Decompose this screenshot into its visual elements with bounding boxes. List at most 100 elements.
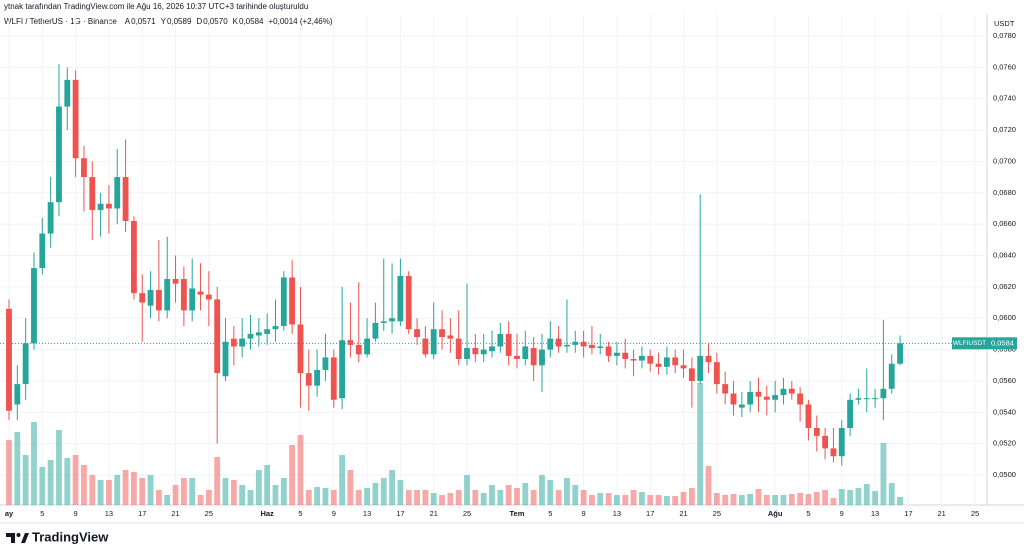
currency: USDT <box>994 19 1015 28</box>
volume-bar <box>64 458 71 505</box>
x-tick-label: 5 <box>548 509 552 518</box>
candle-body <box>106 203 112 209</box>
volume-bar <box>705 466 712 505</box>
candle-body <box>539 349 545 366</box>
candle-layer <box>6 64 903 466</box>
candle-body <box>755 391 762 397</box>
candle-body <box>405 275 412 330</box>
volume-bar <box>688 488 695 505</box>
candle-body <box>489 346 495 352</box>
candle-body <box>247 333 254 339</box>
volume-bar <box>414 490 420 505</box>
candle-body <box>297 324 304 374</box>
candle-body <box>330 357 337 400</box>
volume-bar <box>855 488 862 505</box>
candle-body <box>638 355 645 361</box>
x-tick-label: 13 <box>871 509 879 518</box>
volume-bar <box>580 490 587 505</box>
y-tick-label: 0,0780 <box>993 31 1016 40</box>
volume-bar <box>597 493 604 505</box>
volume-bar <box>56 430 62 505</box>
x-tick-label: 25 <box>463 509 471 518</box>
candle-body <box>197 291 204 295</box>
volume-bar <box>422 490 429 505</box>
volume-bar <box>530 490 537 505</box>
volume-bar <box>514 488 520 505</box>
volume-bar <box>197 495 204 505</box>
legend-value: 0,0570 <box>203 17 228 26</box>
volume-bar <box>797 493 804 505</box>
volume-bar <box>180 478 187 505</box>
y-tick-label: 0,0600 <box>993 313 1016 322</box>
x-tick-label: 5 <box>806 509 810 518</box>
candle-body <box>255 332 262 336</box>
candle-body <box>414 329 420 338</box>
y-tick-label: 0,0560 <box>993 376 1016 385</box>
candle-body <box>830 448 837 457</box>
candle-body <box>747 391 754 405</box>
volume-bar <box>22 455 29 505</box>
candle-body <box>705 355 712 363</box>
volume-bar <box>430 493 437 505</box>
candle-body <box>547 338 554 350</box>
candle-body <box>464 348 470 360</box>
volume-bar <box>97 480 104 505</box>
volume-bar <box>713 493 720 505</box>
volume-bar <box>214 457 221 505</box>
volume-bar <box>763 495 770 505</box>
x-tick-label: Ağu <box>768 509 783 518</box>
candle-body <box>372 322 379 339</box>
candle-body <box>572 341 579 345</box>
volume-bar <box>81 465 87 505</box>
volume-bar <box>397 480 404 505</box>
candle-body <box>772 395 779 400</box>
volume-bar <box>289 445 296 505</box>
volume-layer <box>6 383 903 505</box>
x-tick-label: 17 <box>646 509 654 518</box>
brand: TradingView <box>32 529 109 544</box>
candle-body <box>322 357 329 370</box>
volume-bar <box>614 495 620 505</box>
candle-body <box>589 344 595 349</box>
volume-bar <box>297 435 304 505</box>
volume-bar <box>547 480 554 505</box>
volume-bar <box>155 490 162 505</box>
volume-bar <box>14 432 21 505</box>
legend-key: A <box>125 17 131 26</box>
volume-bar <box>330 490 337 505</box>
volume-bar <box>39 467 46 505</box>
candle-body <box>264 329 271 334</box>
legend-value: 0,0589 <box>167 17 192 26</box>
volume-bar <box>172 485 179 505</box>
volume-bar <box>389 470 395 505</box>
candle-body <box>505 333 512 356</box>
volume-bar <box>147 475 154 505</box>
x-tick-label: 17 <box>904 509 912 518</box>
candle-body <box>797 393 804 405</box>
volume-bar <box>347 470 354 505</box>
x-tick-label: Haz <box>260 509 274 518</box>
volume-bar <box>380 478 387 505</box>
volume-bar <box>822 490 829 505</box>
volume-bar <box>106 480 112 505</box>
volume-bar <box>264 465 271 505</box>
legend-change: +0,0014 (+2,46%) <box>268 17 332 26</box>
volume-bar <box>72 455 79 505</box>
x-tick-label: 21 <box>938 509 946 518</box>
candle-body <box>514 355 520 360</box>
volume-bar <box>772 495 779 505</box>
x-tick-label: 9 <box>840 509 844 518</box>
volume-bar <box>255 470 262 505</box>
candle-body <box>164 279 171 311</box>
volume-bar <box>522 483 529 505</box>
candle-body <box>305 373 312 386</box>
volume-bar <box>47 460 54 505</box>
candle-body <box>97 203 104 211</box>
candle-body <box>722 384 729 394</box>
candle-body <box>788 388 795 394</box>
volume-bar <box>130 472 137 505</box>
y-tick-label: 0,0680 <box>993 188 1016 197</box>
volume-bar <box>680 492 687 505</box>
symbol-title: WLFI / TetherUS · 1G · Binance <box>4 17 117 26</box>
candle-body <box>56 106 62 203</box>
